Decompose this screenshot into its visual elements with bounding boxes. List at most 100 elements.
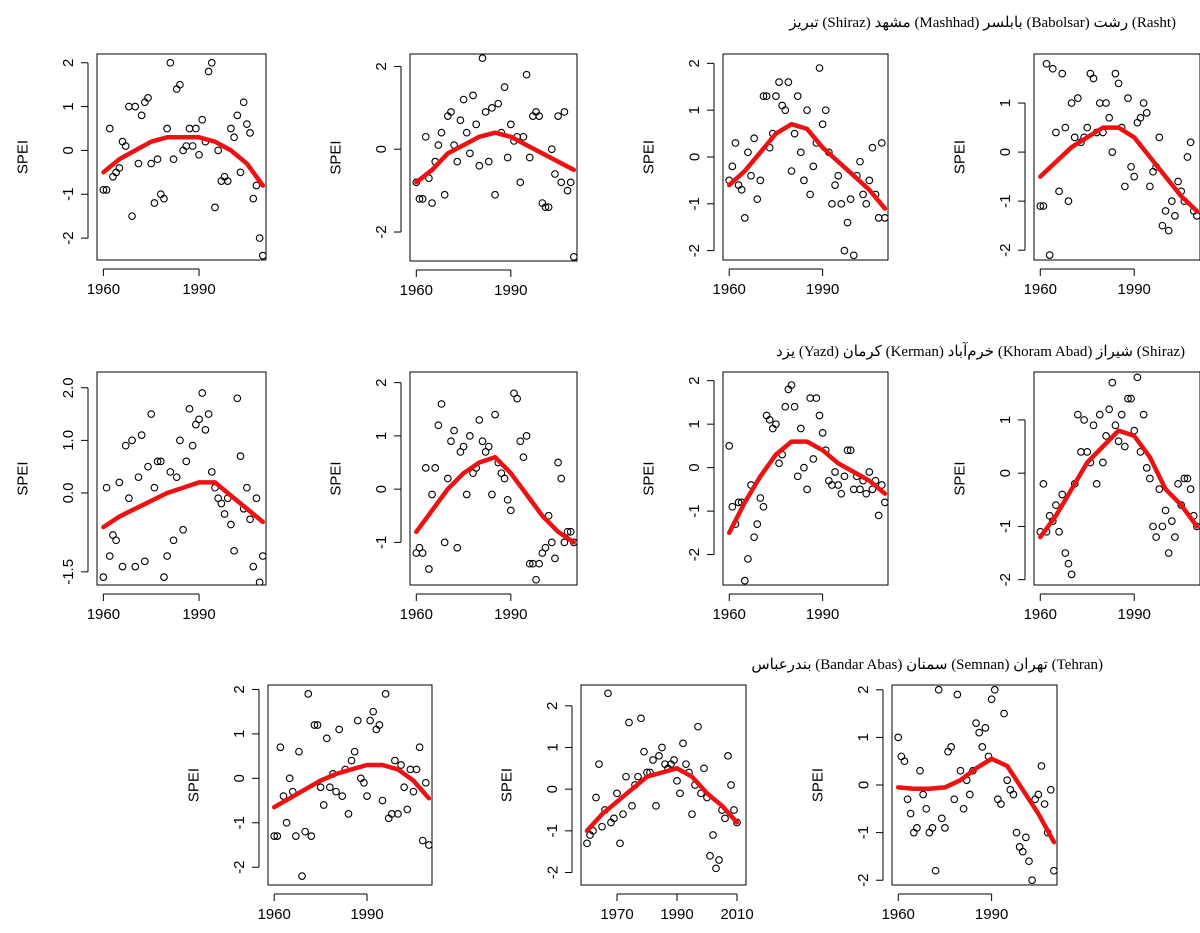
data-point bbox=[434, 421, 443, 430]
data-point bbox=[1061, 549, 1070, 557]
data-point bbox=[207, 58, 216, 67]
data-point bbox=[721, 814, 729, 823]
data-point bbox=[239, 98, 248, 107]
data-point bbox=[204, 67, 213, 76]
data-point bbox=[846, 446, 855, 455]
trend-line bbox=[101, 480, 266, 530]
y-tick-label: 2 bbox=[544, 702, 561, 710]
y-axis-label: SPEI bbox=[951, 461, 968, 495]
data-point bbox=[652, 801, 660, 810]
y-tick-label: -1.5 bbox=[60, 559, 77, 585]
data-point bbox=[1149, 167, 1157, 176]
y-tick-label: 2.0 bbox=[60, 377, 77, 398]
data-point bbox=[881, 498, 888, 507]
data-point bbox=[227, 124, 235, 133]
y-tick-label: 2 bbox=[373, 378, 390, 386]
data-point bbox=[369, 707, 378, 716]
data-point bbox=[428, 199, 436, 207]
data-point bbox=[153, 155, 162, 164]
y-tick-label: -2 bbox=[997, 573, 1014, 586]
data-point bbox=[809, 455, 818, 463]
data-point bbox=[1139, 99, 1148, 107]
data-point bbox=[488, 103, 496, 112]
data-point bbox=[456, 116, 465, 125]
data-point bbox=[391, 756, 399, 765]
data-point bbox=[500, 474, 509, 483]
data-point bbox=[516, 437, 525, 446]
data-point bbox=[1193, 212, 1200, 220]
data-point bbox=[298, 872, 306, 880]
data-point bbox=[140, 557, 149, 566]
data-point bbox=[759, 92, 768, 100]
trend-line bbox=[101, 135, 266, 188]
data-point bbox=[734, 181, 743, 189]
data-point bbox=[784, 78, 793, 86]
data-point bbox=[903, 795, 912, 804]
data-point bbox=[796, 148, 805, 157]
data-point bbox=[1152, 533, 1161, 541]
data-point bbox=[753, 520, 762, 528]
plot-area bbox=[1036, 373, 1200, 579]
data-point bbox=[637, 714, 645, 723]
data-point bbox=[772, 92, 780, 100]
data-point bbox=[1012, 828, 1021, 837]
y-tick-label: -2 bbox=[544, 866, 561, 879]
data-point bbox=[105, 552, 114, 560]
data-point bbox=[787, 167, 796, 175]
data-point bbox=[1174, 177, 1182, 186]
data-point bbox=[557, 178, 566, 187]
data-point bbox=[1105, 113, 1114, 122]
data-point bbox=[613, 789, 621, 798]
plot-frame bbox=[722, 371, 889, 586]
data-point bbox=[978, 743, 987, 751]
data-point bbox=[1127, 394, 1135, 403]
data-point bbox=[121, 142, 130, 150]
data-point bbox=[1037, 762, 1046, 770]
data-point bbox=[428, 490, 436, 499]
data-point bbox=[144, 93, 152, 102]
data-point bbox=[1158, 221, 1167, 230]
trend-line bbox=[895, 756, 1057, 845]
data-point bbox=[922, 804, 931, 813]
data-point bbox=[207, 468, 216, 476]
data-point bbox=[163, 124, 172, 133]
data-point bbox=[547, 145, 556, 154]
data-point bbox=[230, 133, 238, 142]
data-point bbox=[1064, 559, 1073, 568]
data-point bbox=[246, 129, 254, 137]
data-point bbox=[447, 108, 455, 116]
data-point bbox=[818, 429, 827, 437]
plot-frame bbox=[1033, 371, 1200, 586]
data-point bbox=[535, 559, 544, 568]
data-point bbox=[676, 789, 684, 798]
data-point bbox=[730, 806, 738, 814]
data-point bbox=[204, 410, 213, 418]
data-point bbox=[837, 489, 846, 498]
data-point bbox=[679, 739, 687, 748]
x-tick-label: 1960 bbox=[713, 606, 746, 623]
spei-panel-4: 1960 1990 -2 -1 0 1 SPEI bbox=[951, 53, 1200, 298]
data-point bbox=[255, 578, 264, 585]
plot-area bbox=[99, 58, 266, 260]
data-point bbox=[353, 716, 362, 725]
y-axis-label: SPEI bbox=[14, 140, 31, 174]
data-point bbox=[1067, 99, 1076, 107]
data-point bbox=[230, 546, 238, 555]
data-point bbox=[185, 124, 194, 133]
data-point bbox=[418, 195, 427, 203]
data-point bbox=[246, 515, 254, 524]
data-point bbox=[150, 199, 159, 207]
trend-line bbox=[584, 766, 740, 834]
data-point bbox=[753, 195, 762, 203]
data-point bbox=[350, 747, 359, 756]
data-point bbox=[462, 128, 471, 137]
data-point bbox=[172, 473, 181, 482]
data-point bbox=[756, 176, 765, 185]
data-point bbox=[1095, 99, 1104, 107]
data-point bbox=[481, 108, 490, 116]
plot-area bbox=[725, 64, 888, 260]
y-tick-label: 2 bbox=[60, 59, 77, 67]
data-point bbox=[176, 80, 184, 89]
data-point bbox=[166, 468, 175, 476]
data-point bbox=[756, 494, 765, 502]
